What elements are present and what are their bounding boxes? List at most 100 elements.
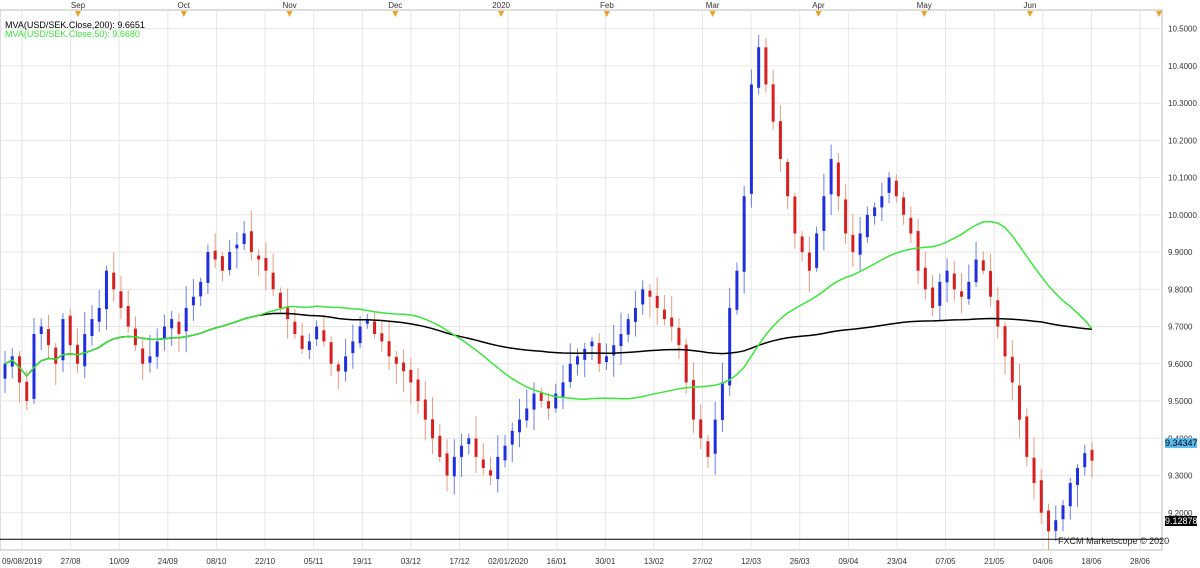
candle-up [619, 334, 623, 347]
candle-up [1068, 482, 1072, 507]
x-tick-label: 23/04 [887, 557, 908, 566]
candle-down [177, 321, 181, 334]
candle-up [510, 430, 514, 445]
candle-up [728, 307, 732, 386]
candle-up [83, 334, 87, 367]
candle-up [191, 296, 195, 306]
candle-down [380, 333, 384, 342]
candle-down [916, 231, 920, 271]
candle-up [1054, 520, 1058, 531]
x-tick-label: 09/04 [838, 557, 859, 566]
candle-up [561, 382, 565, 397]
x-tick-label: 05/11 [304, 557, 324, 566]
candle-down [807, 252, 811, 271]
month-marker [603, 11, 610, 17]
candle-down [445, 453, 449, 476]
candle-down [989, 271, 993, 297]
candle-up [735, 270, 739, 310]
month-marker [1156, 11, 1162, 17]
candle-down [648, 290, 652, 297]
candle-down [684, 344, 688, 383]
x-tick-label: 03/12 [401, 557, 422, 566]
x-tick-label: 22/10 [255, 557, 276, 566]
x-tick-label: 10/09 [109, 557, 130, 566]
x-tick-label: 07/05 [936, 557, 957, 566]
candle-down [336, 364, 340, 372]
candle-down [112, 272, 116, 290]
candle-down [220, 256, 224, 271]
candle-up [307, 341, 311, 350]
candle-up [104, 270, 108, 310]
copyright-text: FXCM Marketscope © 2020 [1058, 536, 1170, 546]
candle-down [539, 393, 543, 402]
candle-up [503, 445, 507, 461]
month-label: Sep [71, 1, 86, 10]
candle-up [358, 326, 362, 344]
y-tick-label: 10.1000 [1168, 174, 1197, 183]
x-tick-label: 28/06 [1130, 557, 1151, 566]
candle-down [793, 196, 797, 234]
candle-up [575, 356, 579, 365]
candle-down [547, 401, 550, 409]
candle-down [1010, 356, 1014, 383]
candle-up [3, 363, 7, 379]
candle-up [612, 345, 616, 356]
candle-down [402, 362, 406, 372]
candle-up [626, 319, 630, 335]
candle-down [481, 459, 485, 469]
candle-up [39, 326, 43, 335]
candle-down [278, 292, 282, 308]
candle-up [757, 47, 761, 88]
y-tick-label: 10.0000 [1168, 211, 1197, 220]
candle-up [148, 356, 152, 363]
y-tick-label: 9.5000 [1168, 397, 1193, 406]
month-marker [75, 11, 81, 17]
candle-up [938, 281, 942, 306]
y-tick-label: 9.2000 [1168, 509, 1193, 518]
candle-up [583, 348, 587, 360]
candle-down [1003, 326, 1007, 357]
candle-down [213, 250, 217, 260]
candle-down [931, 287, 935, 308]
candle-up [242, 233, 246, 244]
month-marker [392, 11, 399, 17]
candle-down [699, 419, 703, 439]
x-tick-label: 16/01 [547, 557, 568, 566]
x-tick-label: 27/02 [693, 557, 714, 566]
candle-up [554, 393, 558, 409]
month-label: 2020 [492, 1, 510, 10]
candle-up [90, 319, 94, 336]
candle-down [394, 356, 398, 364]
candle-up [829, 158, 833, 195]
month-label: Dec [388, 1, 402, 10]
candle-down [909, 217, 913, 234]
candle-up [162, 326, 166, 339]
candle-up [235, 244, 239, 249]
candle-down [764, 47, 768, 85]
candle-up [1061, 505, 1065, 520]
candle-down [771, 84, 775, 122]
candle-up [604, 356, 608, 363]
candle-up [742, 196, 746, 272]
candle-up [633, 307, 637, 322]
candle-up [532, 393, 536, 410]
candle-up [974, 259, 978, 283]
month-label: Oct [178, 1, 191, 10]
x-tick-label: 21/05 [984, 557, 1005, 566]
candle-down [851, 234, 855, 253]
candle-up [568, 363, 572, 383]
candle-up [496, 456, 500, 480]
plot-frame [0, 9, 1163, 551]
candle-up [525, 408, 529, 421]
month-marker [286, 11, 293, 17]
candle-up [858, 233, 862, 255]
candle-down [894, 180, 898, 197]
candle-down [800, 236, 804, 253]
candle-down [1090, 449, 1094, 461]
candle-up [1076, 468, 1080, 485]
candle-down [409, 369, 413, 383]
candle-up [1083, 453, 1087, 468]
x-tick-label: 12/03 [741, 557, 762, 566]
candle-up [452, 456, 456, 477]
month-marker [498, 11, 505, 17]
